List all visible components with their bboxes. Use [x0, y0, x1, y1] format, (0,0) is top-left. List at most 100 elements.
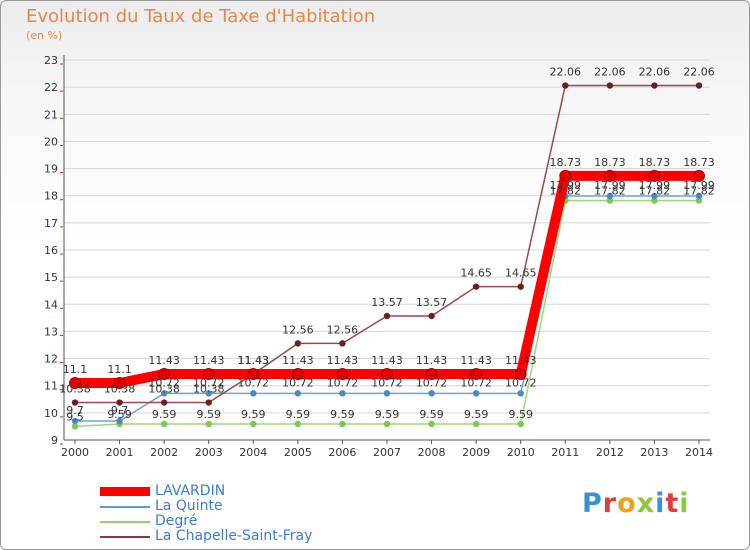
data-label: 10.72 [460, 376, 492, 389]
data-point [428, 312, 435, 320]
data-label: 10.72 [505, 376, 537, 389]
data-point [472, 283, 480, 290]
data-point [250, 420, 257, 428]
x-tick-label: 2009 [462, 446, 490, 459]
data-point [603, 169, 616, 182]
y-tick-label: 12 [44, 353, 58, 366]
data-label: 10.72 [327, 376, 359, 389]
data-point [116, 417, 123, 425]
data-point [514, 368, 527, 381]
data-label: 10.38 [148, 383, 180, 396]
data-label: 13.57 [416, 296, 448, 309]
legend-label-la-quinte: La Quinte [155, 498, 223, 514]
data-point [425, 368, 438, 381]
data-point [291, 368, 304, 381]
data-label: 9.59 [241, 408, 266, 421]
data-point [205, 420, 212, 428]
data-point [116, 399, 123, 406]
y-tick-label: 17 [44, 217, 58, 230]
data-point [651, 197, 658, 204]
y-tick-label: 22 [44, 81, 58, 94]
data-label: 9.59 [286, 408, 311, 421]
data-label: 18.73 [594, 156, 626, 169]
data-point [205, 390, 212, 397]
y-tick-label: 9 [51, 434, 58, 447]
data-label: 17.99 [594, 179, 626, 192]
logo-letter: i [655, 488, 666, 519]
data-label: 17.99 [683, 179, 715, 192]
data-point [160, 399, 168, 406]
chart-subtitle: (en %) [26, 29, 63, 42]
data-point [606, 197, 614, 204]
legend-swatch-degre [100, 521, 150, 523]
data-label: 9.59 [330, 408, 355, 421]
legend-label-lavardin: LAVARDIN [155, 483, 226, 499]
data-label: 9.59 [152, 408, 177, 421]
data-label: 18.73 [550, 156, 582, 169]
data-point [695, 192, 703, 200]
data-label: 11.43 [505, 354, 537, 367]
data-label: 14.65 [505, 267, 537, 280]
logo-letter: r [602, 488, 618, 519]
x-tick-label: 2012 [596, 446, 624, 459]
data-label: 10.72 [193, 376, 225, 389]
x-tick-label: 2013 [640, 446, 668, 459]
logo-letter: x [636, 488, 656, 519]
data-point [294, 390, 302, 397]
data-label: 10.72 [371, 376, 403, 389]
series-line-0 [75, 170, 699, 388]
y-tick-label: 13 [44, 325, 58, 338]
data-point [470, 368, 483, 381]
data-label: 10.38 [59, 383, 91, 396]
x-tick-label: 2002 [150, 446, 178, 459]
data-label: 22.06 [594, 66, 626, 79]
data-label: 9.7 [66, 404, 84, 417]
y-tick-label: 20 [44, 135, 58, 148]
data-label: 12.56 [327, 323, 359, 336]
x-tick-label: 2003 [195, 446, 223, 459]
data-point [339, 340, 346, 347]
x-tick-label: 2001 [106, 446, 134, 459]
data-label: 11.1 [63, 363, 88, 376]
data-point [294, 340, 302, 347]
data-label: 9.5 [66, 410, 84, 423]
data-point [693, 169, 705, 182]
data-label: 17.82 [550, 185, 582, 198]
data-point [428, 390, 435, 397]
x-tick-label: 2006 [328, 446, 356, 459]
y-tick-label: 19 [44, 163, 58, 176]
chart-title: Evolution du Taux de Taxe d'Habitation [26, 6, 376, 27]
data-label: 9.59 [107, 408, 132, 421]
data-point [651, 192, 658, 200]
data-label: 9.59 [196, 408, 221, 421]
data-point [71, 399, 79, 406]
data-point [472, 420, 480, 428]
data-label: 9.59 [419, 408, 444, 421]
data-point [69, 377, 81, 389]
data-point [336, 368, 349, 381]
data-label: 10.72 [238, 376, 270, 389]
data-label: 11.1 [107, 363, 132, 376]
legend-swatch-la-chapelle-saint-fray [100, 536, 150, 538]
data-point [202, 368, 215, 381]
data-point [695, 82, 703, 89]
data-label: 22.06 [639, 66, 671, 79]
data-point [648, 169, 661, 182]
data-point [71, 417, 79, 425]
x-tick-label: 2004 [239, 446, 267, 459]
logo-letter: i [679, 488, 690, 519]
data-label: 18.73 [639, 156, 671, 169]
data-point [160, 390, 168, 397]
x-tick-label: 2000 [61, 446, 89, 459]
data-label: 9.59 [508, 408, 533, 421]
data-point [517, 283, 524, 290]
data-label: 17.99 [639, 179, 671, 192]
data-point [158, 368, 171, 381]
y-tick-label: 14 [44, 298, 58, 311]
data-label: 11.43 [238, 354, 270, 367]
y-tick-label: 10 [44, 407, 58, 420]
data-label: 22.06 [683, 66, 715, 79]
logo-letter: o [617, 488, 637, 519]
data-label: 11.43 [282, 354, 314, 367]
